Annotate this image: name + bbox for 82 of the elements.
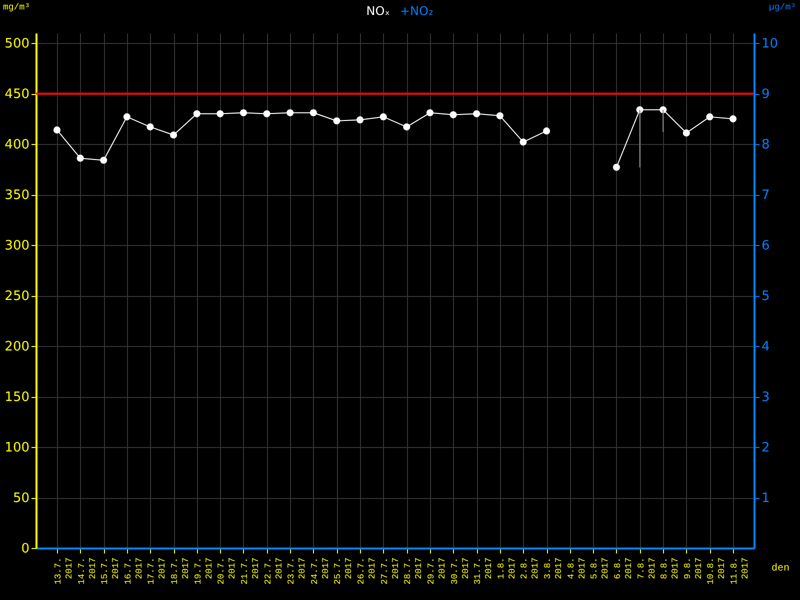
point [426, 109, 434, 116]
y-tick-label: 450 [4, 87, 30, 102]
x-tick-label: 24.7. 2017 [310, 558, 331, 585]
x-tick-label: 20.7. 2017 [216, 558, 238, 585]
x-tick-label: 27.7. 2017 [380, 558, 401, 585]
y-tick-label: 250 [4, 289, 30, 304]
point [729, 115, 737, 122]
y-tick-label: 200 [4, 340, 30, 355]
point [542, 127, 550, 134]
y2-axis-title: µg/m³ [768, 2, 796, 12]
point [380, 113, 387, 120]
point [286, 109, 294, 116]
point [706, 113, 714, 120]
point [310, 109, 317, 116]
point [473, 110, 480, 118]
x-tick-label: 1.8. 2017 [496, 558, 518, 580]
y-tick-label: 0 [21, 542, 30, 556]
point [146, 123, 154, 130]
point [193, 110, 200, 118]
point [496, 112, 504, 120]
point [520, 138, 527, 146]
y2-tick-label: 8 [762, 138, 770, 153]
y2-tick-label: 7 [762, 188, 770, 204]
x-tick-label: 26.7. 2017 [356, 558, 378, 585]
point [612, 164, 620, 171]
y-tick-label: 350 [4, 188, 30, 204]
y2-tick-label: 10 [762, 36, 778, 52]
y2-tick-label: 6 [762, 238, 770, 254]
x-tick-label: 29.7. 2017 [426, 558, 448, 585]
x-tick-label: 8.8. 2017 [660, 558, 681, 580]
y2-tick-label: 3 [762, 390, 770, 406]
x-tick-label: 15.7. 2017 [100, 558, 122, 585]
x-tick-label: 10.8. 2017 [706, 558, 728, 585]
y-tick-label: 400 [4, 138, 30, 153]
y-tick-label: 500 [4, 36, 30, 52]
x-tick-label: 2.8. 2017 [520, 558, 541, 580]
point [263, 110, 270, 118]
point [333, 117, 340, 124]
point [682, 129, 690, 136]
x-tick-label: 16.7. 2017 [123, 558, 144, 585]
y2-tick-label: 4 [762, 340, 770, 355]
x-tick-label: 7.8. 2017 [636, 558, 658, 580]
y-tick-label: 100 [4, 440, 30, 456]
x-tick-label: 23.7. 2017 [286, 558, 308, 585]
x-tick-label: 13.7. 2017 [53, 558, 74, 585]
chart-title: NOₓ [366, 4, 390, 18]
x-tick-label: 9.8. 2017 [682, 558, 704, 580]
y2-tick-label: 9 [762, 87, 770, 102]
point [170, 131, 178, 139]
y2-tick-label: 2 [762, 440, 770, 456]
y-tick-label: 300 [4, 238, 30, 254]
x-tick-label: 6.8. 2017 [612, 558, 634, 580]
chart-subtitle: +NO₂ [400, 4, 434, 18]
y-tick-label: 50 [12, 491, 30, 506]
x-axis-title: den [771, 562, 790, 574]
point [100, 156, 108, 164]
point [216, 110, 224, 118]
x-tick-label: 22.7. 2017 [263, 558, 284, 585]
x-tick-label: 3.8. 2017 [543, 558, 564, 580]
y-tick-label: 150 [4, 390, 30, 406]
point [356, 116, 364, 124]
x-tick-label: 14.7. 2017 [76, 558, 98, 585]
x-tick-label: 5.8. 2017 [590, 558, 611, 580]
y-axis-title: mg/m³ [2, 2, 30, 12]
point [450, 111, 457, 118]
x-tick-label: 31.7. 2017 [473, 558, 494, 585]
point [53, 126, 61, 134]
y2-tick-label: 5 [762, 289, 770, 304]
x-tick-label: 21.7. 2017 [240, 558, 261, 585]
x-tick-label: 30.7. 2017 [450, 558, 471, 585]
x-tick-label: 17.7. 2017 [146, 558, 168, 585]
x-tick-label: 28.7. 2017 [403, 558, 424, 585]
x-tick-label: 11.8. 2017 [730, 558, 751, 585]
point [240, 109, 248, 116]
point [123, 113, 130, 120]
point [403, 123, 410, 130]
x-tick-label: 18.7. 2017 [170, 558, 192, 585]
x-tick-label: 25.7. 2017 [333, 558, 354, 585]
x-tick-label: 4.8. 2017 [566, 558, 588, 580]
point [76, 154, 84, 162]
x-tick-label: 19.7. 2017 [193, 558, 214, 585]
y2-tick-label: 1 [762, 491, 770, 506]
